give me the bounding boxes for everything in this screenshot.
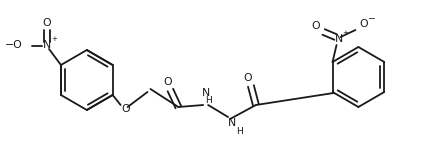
Text: +: + (343, 30, 349, 36)
Text: O: O (121, 104, 130, 114)
Text: −: − (367, 14, 375, 23)
Text: O: O (163, 77, 172, 87)
Text: H: H (205, 96, 212, 104)
Text: O: O (311, 21, 320, 31)
Text: N: N (202, 88, 210, 98)
Text: O: O (43, 18, 51, 28)
Text: O: O (359, 19, 368, 29)
Text: N: N (43, 40, 51, 50)
Text: −O: −O (4, 40, 22, 50)
Text: O: O (244, 73, 252, 83)
Text: N: N (334, 34, 343, 44)
Text: N: N (228, 118, 236, 128)
Text: +: + (51, 36, 57, 42)
Text: H: H (237, 127, 244, 135)
